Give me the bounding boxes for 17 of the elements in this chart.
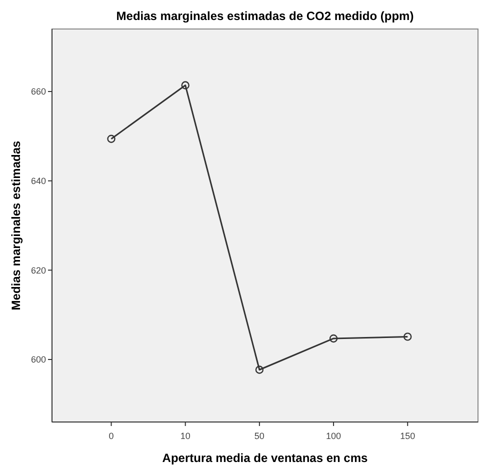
point: [181, 81, 190, 90]
x-tick-label: 50: [254, 431, 264, 441]
y-axis-title: Medias marginales estimadas: [9, 140, 23, 310]
x-tick-label: 150: [400, 431, 416, 441]
x-axis-title: Apertura media de ventanas en cms: [162, 451, 368, 465]
point: [107, 134, 116, 143]
point: [329, 334, 338, 343]
x-tick-label: 100: [326, 431, 342, 441]
chart-title: Medias marginales estimadas de CO2 medido (ppm): [116, 9, 414, 23]
point: [404, 332, 412, 341]
point: [255, 366, 264, 374]
x-tick-label: 10: [180, 431, 190, 441]
y-tick-label: 660: [30, 86, 46, 97]
y-tick-label: 640: [30, 176, 46, 186]
y-tick-label: 620: [30, 265, 46, 276]
y-tick-label: 600: [30, 354, 46, 365]
x-tick-label: 0: [108, 431, 114, 441]
